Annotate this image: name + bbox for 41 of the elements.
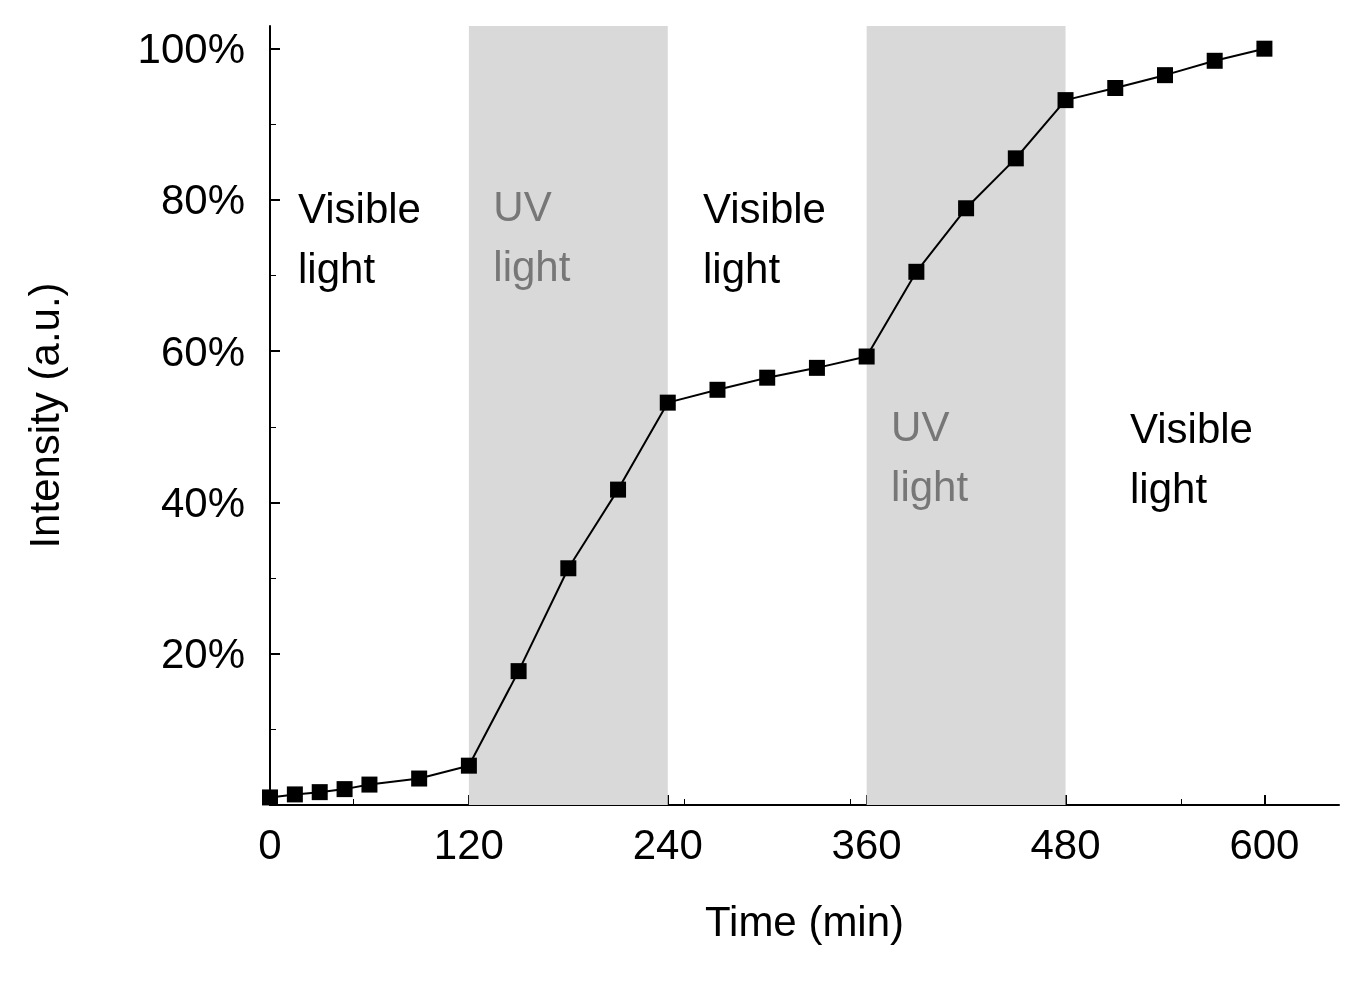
band-label: UV light	[891, 402, 969, 510]
point	[958, 200, 975, 217]
y-tick-label: 60%	[160, 327, 245, 375]
point	[858, 348, 875, 365]
point	[411, 770, 428, 787]
point	[560, 560, 577, 577]
point	[808, 359, 825, 376]
point	[361, 776, 378, 793]
x-tick-label: 600	[1229, 820, 1300, 868]
point	[262, 789, 278, 806]
point	[311, 784, 328, 801]
y-tick-label: 80%	[160, 176, 245, 224]
y-tick-label: 100%	[137, 25, 245, 73]
band-label: UV light	[493, 182, 571, 290]
point	[659, 394, 676, 411]
point	[1206, 52, 1223, 69]
point	[336, 781, 353, 798]
annotation: Visible light	[1130, 404, 1253, 512]
y-tick-label: 40%	[160, 478, 245, 526]
point	[610, 481, 627, 498]
point	[510, 663, 527, 680]
point	[759, 369, 776, 386]
point	[286, 786, 303, 803]
point	[1007, 150, 1024, 167]
x-tick-label: 360	[831, 820, 902, 868]
y-axis-title: Intensity (a.u.)	[20, 282, 68, 549]
x-axis-title: Time (min)	[704, 897, 905, 945]
annotation: Visible light	[703, 184, 826, 292]
point	[460, 757, 477, 774]
y-tick-label: 20%	[160, 630, 245, 678]
x-tick-label: 0	[258, 820, 282, 868]
point	[709, 381, 726, 398]
point	[1156, 67, 1173, 84]
x-tick-label: 240	[632, 820, 703, 868]
point	[1057, 92, 1074, 109]
annotation: Visible light	[298, 184, 421, 292]
point	[908, 263, 925, 280]
point	[1107, 80, 1124, 97]
x-tick-label: 120	[433, 820, 504, 868]
point	[1256, 40, 1273, 57]
x-tick-label: 480	[1030, 820, 1101, 868]
